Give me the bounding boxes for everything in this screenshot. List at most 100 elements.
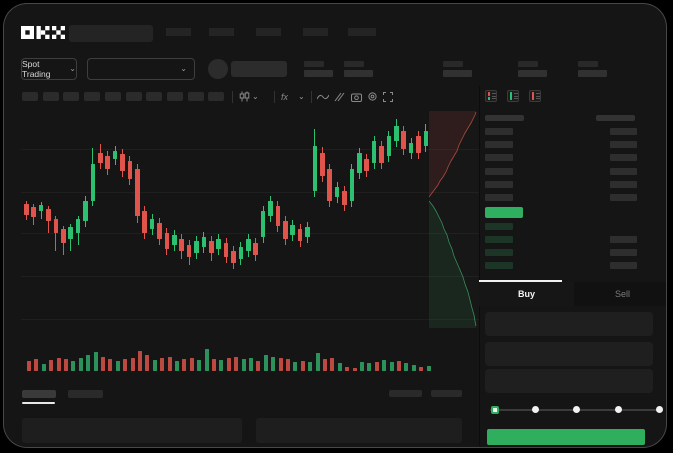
amount-input[interactable] bbox=[485, 342, 653, 366]
bids-book-icon[interactable] bbox=[507, 90, 519, 102]
buy-submit-button[interactable] bbox=[487, 429, 645, 445]
bid-row-size[interactable] bbox=[485, 236, 513, 244]
chevron-down-icon: ⌄ bbox=[298, 91, 305, 101]
bid-row-total bbox=[610, 236, 637, 244]
tab-sell[interactable]: Sell bbox=[574, 282, 666, 306]
fullscreen-button[interactable] bbox=[383, 90, 393, 103]
toolbar-divider bbox=[311, 91, 312, 103]
stat-value-4 bbox=[518, 70, 547, 77]
ask-row-total bbox=[610, 141, 637, 149]
ask-row-size[interactable] bbox=[485, 180, 513, 188]
candle-wick bbox=[55, 216, 57, 251]
indicators-button[interactable]: fx ⌄ bbox=[281, 90, 305, 103]
timeframe-button-6[interactable] bbox=[125, 92, 142, 101]
nav-item-5[interactable] bbox=[348, 28, 376, 36]
volume-bar bbox=[271, 357, 276, 371]
timeframe-button-9[interactable] bbox=[187, 92, 204, 101]
ask-row-size[interactable] bbox=[485, 167, 513, 175]
slider-handle[interactable] bbox=[491, 406, 499, 414]
last-price-badge bbox=[485, 207, 523, 218]
expand-icon bbox=[383, 91, 393, 102]
candle bbox=[38, 205, 44, 211]
spot-trading-selector[interactable]: Spot Trading ⌄ bbox=[21, 58, 77, 80]
tab-buy[interactable]: Buy bbox=[479, 282, 574, 306]
volume-bar bbox=[345, 367, 350, 371]
candle bbox=[423, 131, 429, 146]
bid-row-size[interactable] bbox=[485, 223, 513, 230]
candle bbox=[24, 204, 29, 215]
slider-dot[interactable] bbox=[532, 406, 540, 413]
okx-trading-app: Spot Trading ⌄ ⌄ ⌄ fx ⌄ bbox=[3, 3, 667, 448]
ask-depth-area bbox=[429, 111, 476, 197]
global-search-placeholder[interactable] bbox=[69, 25, 153, 42]
candle bbox=[179, 239, 184, 251]
slider-stop-75pct[interactable] bbox=[614, 406, 622, 413]
candle-style-button[interactable]: ⌄ bbox=[239, 90, 259, 103]
pair-dropdown[interactable]: ⌄ bbox=[87, 58, 195, 80]
toolbar-divider bbox=[232, 91, 233, 103]
chart-settings-button[interactable] bbox=[367, 90, 378, 103]
candle bbox=[290, 225, 295, 235]
candle bbox=[334, 187, 340, 197]
bid-row-size[interactable] bbox=[485, 262, 513, 270]
bid-row-size[interactable] bbox=[485, 249, 513, 257]
okx-logo bbox=[21, 26, 65, 39]
timeframe-button-5[interactable] bbox=[104, 92, 121, 101]
volume-bar bbox=[86, 355, 91, 371]
nav-item-2[interactable] bbox=[209, 28, 234, 36]
combined-book-icon[interactable] bbox=[485, 90, 497, 102]
bid-depth-area bbox=[429, 201, 476, 328]
bottom-tab-active[interactable] bbox=[22, 390, 56, 398]
asks-book-icon[interactable] bbox=[529, 90, 541, 102]
slider-stop-25pct[interactable] bbox=[532, 406, 540, 413]
slider-stop-100pct[interactable] bbox=[655, 406, 663, 413]
screenshot-button[interactable] bbox=[351, 90, 362, 103]
timeframe-button-4[interactable] bbox=[84, 92, 101, 101]
candle bbox=[209, 241, 214, 253]
slider-dot[interactable] bbox=[614, 406, 622, 413]
ask-row-size[interactable] bbox=[485, 141, 513, 149]
bottom-right-control-2[interactable] bbox=[431, 390, 462, 397]
slider-dot[interactable] bbox=[655, 406, 663, 413]
price-input[interactable] bbox=[485, 312, 653, 336]
candle bbox=[149, 219, 155, 229]
nav-item-4[interactable] bbox=[303, 28, 328, 36]
candle bbox=[297, 229, 303, 241]
total-input[interactable] bbox=[485, 369, 653, 393]
candle bbox=[342, 191, 347, 205]
timeframe-button-3[interactable] bbox=[63, 92, 80, 101]
ask-row-size[interactable] bbox=[485, 194, 513, 201]
bottom-right-control-1[interactable] bbox=[389, 390, 422, 397]
volume-bar bbox=[145, 355, 150, 371]
bottom-tab-2[interactable] bbox=[68, 390, 103, 398]
timeframe-button-2[interactable] bbox=[42, 92, 59, 101]
line-chart-button[interactable] bbox=[317, 90, 329, 103]
nav-item-3[interactable] bbox=[256, 28, 281, 36]
ask-row-total bbox=[610, 180, 637, 188]
timeframe-button-1[interactable] bbox=[22, 92, 38, 101]
ask-row-size[interactable] bbox=[485, 154, 513, 162]
timeframe-button-7[interactable] bbox=[146, 92, 163, 101]
candle bbox=[305, 227, 310, 237]
slider-stop-0pct[interactable] bbox=[491, 406, 499, 414]
nav-item-1[interactable] bbox=[166, 28, 191, 36]
volume-bar bbox=[56, 358, 61, 371]
compare-button[interactable] bbox=[334, 90, 345, 103]
ask-row-total bbox=[610, 128, 637, 135]
timeframe-button-8[interactable] bbox=[166, 92, 183, 101]
candlestick-chart[interactable] bbox=[21, 111, 479, 331]
timeframe-button-10[interactable] bbox=[208, 92, 225, 101]
stat-value-2 bbox=[344, 70, 373, 77]
volume-bar bbox=[204, 349, 209, 371]
volume-bar bbox=[27, 361, 31, 371]
slider-dot[interactable] bbox=[573, 406, 581, 413]
volume-bar bbox=[175, 361, 179, 371]
volume-bar bbox=[367, 363, 372, 371]
gridline-3 bbox=[21, 233, 479, 234]
spot-trading-label: Spot Trading bbox=[22, 59, 51, 79]
slider-stop-50pct[interactable] bbox=[573, 406, 581, 413]
ask-row-size[interactable] bbox=[485, 128, 513, 135]
stat-label-4 bbox=[518, 61, 538, 67]
candle bbox=[216, 239, 221, 249]
volume-bar bbox=[249, 358, 253, 371]
